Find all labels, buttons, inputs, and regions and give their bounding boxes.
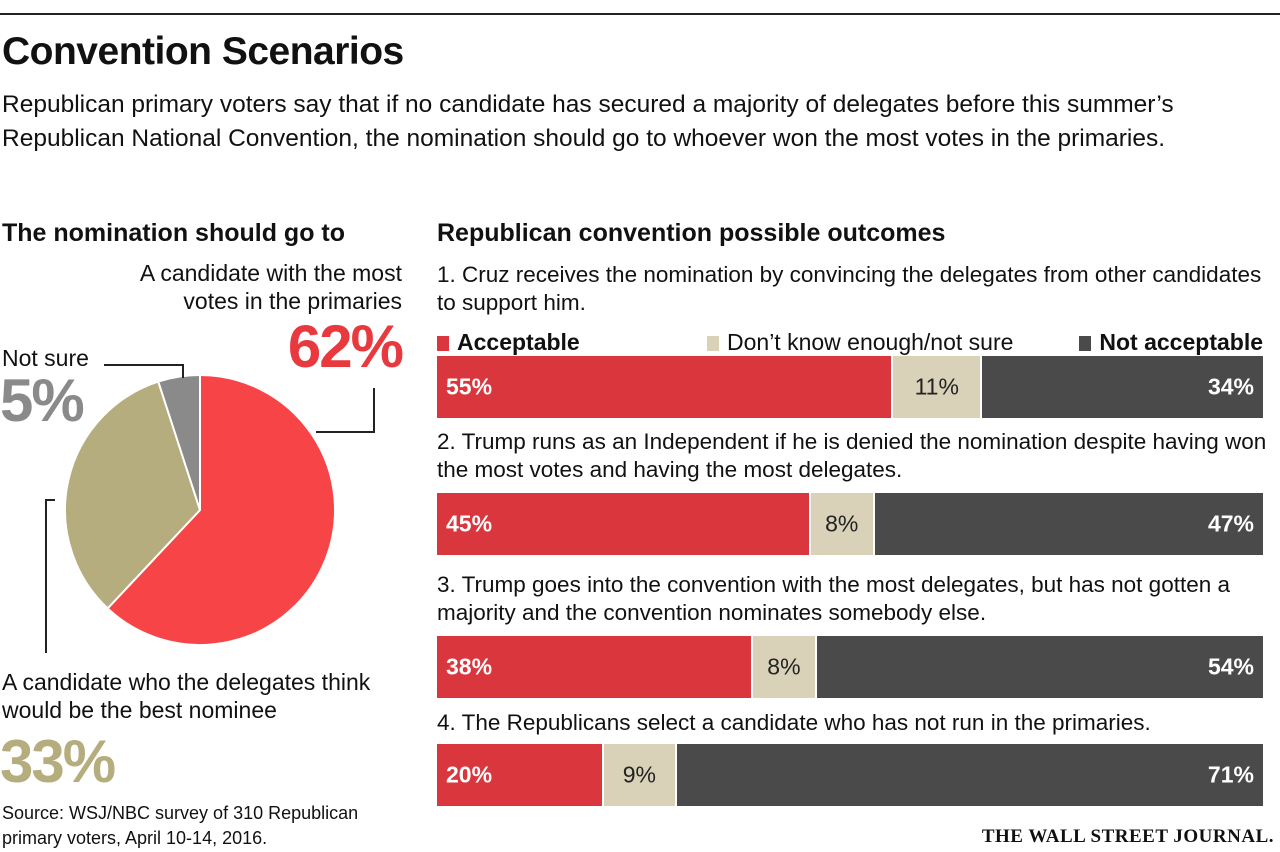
publisher-credit: THE WALL STREET JOURNAL.: [981, 826, 1274, 847]
pie-chart: A candidate with the most votes in the p…: [0, 255, 430, 795]
pie-chart-svg: [45, 364, 375, 653]
legend-label-acceptable: Acceptable: [457, 329, 580, 355]
bar-segment: 55%: [437, 356, 892, 418]
pie-label-most-votes: A candidate with the most votes in the p…: [140, 259, 402, 315]
bar-2: 45% 8% 47%: [437, 493, 1263, 555]
leader-line-most-votes: [316, 388, 375, 433]
bar-chart-title: Republican convention possible outcomes: [437, 219, 946, 247]
page-title: Convention Scenarios: [2, 30, 404, 73]
bar-value-label: 9%: [622, 761, 656, 788]
bar-segment: 8%: [750, 636, 817, 698]
source-line-1: Source: WSJ/NBC survey of 310 Republican: [2, 803, 359, 823]
pie-value-not-sure: 5%: [0, 367, 85, 434]
pie-value-delegates: 33%: [0, 728, 116, 795]
legend-swatch-acceptable: [437, 336, 449, 351]
bar-value-label: 8%: [825, 510, 859, 537]
leader-line-delegates: [45, 499, 55, 653]
question-1: 1. Cruz receives the nomination by convi…: [437, 262, 1262, 315]
bar-segment: 54%: [816, 636, 1263, 698]
bar-value-label: 71%: [1207, 761, 1254, 788]
pie-label-delegates-line1: A candidate who the delegates think: [2, 669, 371, 695]
page-subtitle: Republican primary voters say that if no…: [2, 91, 1174, 152]
pie-label-most-votes-line1: A candidate with the most: [139, 260, 402, 286]
question-4: 4. The Republicans select a candidate wh…: [437, 710, 1151, 735]
legend-not-acceptable: Not acceptable: [1079, 329, 1263, 356]
bar-segment: 47%: [874, 493, 1263, 555]
bar-value-label: 8%: [767, 653, 801, 680]
bar-4: 20% 9% 71%: [437, 744, 1263, 806]
legend-acceptable: Acceptable: [437, 329, 580, 356]
bar-value-label: 38%: [446, 653, 493, 680]
legend-label-not-acceptable: Not acceptable: [1099, 329, 1263, 355]
pie-slice-most-votes: [106, 373, 336, 646]
pie-label-delegates-line2: would be the best nominee: [2, 697, 277, 723]
pie-value-most-votes: 62%: [287, 313, 404, 380]
bar-3: 38% 8% 54%: [437, 636, 1263, 698]
bar-value-label: 55%: [446, 373, 493, 400]
bar-segment: 20%: [437, 744, 603, 806]
bar-segment: 9%: [602, 744, 677, 806]
bar-segment: 38%: [437, 636, 751, 698]
bar-segment: 71%: [676, 744, 1263, 806]
leader-line-not-sure: [104, 364, 184, 378]
bar-value-label: 54%: [1207, 653, 1254, 680]
legend-swatch-dont-know: [707, 336, 719, 351]
bar-segment: 45%: [437, 493, 809, 555]
bar-1: 55% 11% 34%: [437, 356, 1263, 418]
top-rule: [0, 13, 1280, 15]
bar-value-label: 34%: [1207, 373, 1254, 400]
pie-slice-delegates: [64, 380, 202, 610]
bar-segment: 11%: [891, 356, 983, 418]
bar-segment: 8%: [808, 493, 875, 555]
pie-label-not-sure: Not sure: [2, 345, 89, 371]
legend: Acceptable Don’t know enough/not sure No…: [437, 329, 1263, 357]
bar-value-label: 20%: [446, 761, 493, 788]
bar-value-label: 45%: [446, 510, 493, 537]
bar-value-label: 11%: [914, 373, 959, 400]
bar-value-label: 47%: [1207, 510, 1254, 537]
legend-label-dont-know: Don’t know enough/not sure: [727, 329, 1014, 355]
pie-label-delegates: A candidate who the delegates think woul…: [2, 668, 370, 724]
pie-chart-title: The nomination should go to: [2, 219, 346, 247]
source-line-2: primary voters, April 10-14, 2016.: [2, 828, 268, 848]
bar-segment: 34%: [982, 356, 1263, 418]
source-note: Source: WSJ/NBC survey of 310 Republican…: [2, 801, 358, 851]
question-2: 2. Trump runs as an Independent if he is…: [437, 429, 1267, 482]
legend-dont-know: Don’t know enough/not sure: [707, 329, 1013, 356]
question-3: 3. Trump goes into the convention with t…: [437, 572, 1231, 625]
pie-slice-not-sure: [157, 373, 201, 511]
pie-label-most-votes-line2: votes in the primaries: [183, 288, 402, 314]
legend-swatch-not-acceptable: [1079, 336, 1092, 351]
